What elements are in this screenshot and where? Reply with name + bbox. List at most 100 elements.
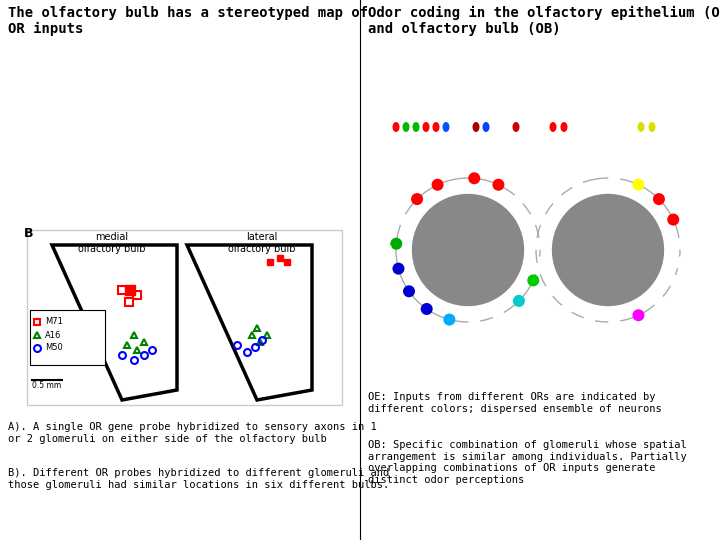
Point: [117, 109, 129, 117]
Point: [83, 192, 94, 200]
Point: [276, 154, 288, 163]
Point: [77, 64, 89, 73]
Point: [330, 117, 342, 126]
Point: [126, 148, 138, 157]
Point: [266, 153, 277, 161]
Point: [169, 160, 181, 169]
Point: [113, 72, 125, 80]
Point: [62, 173, 73, 182]
Ellipse shape: [632, 179, 644, 191]
Point: [316, 99, 328, 107]
Point: [76, 188, 88, 197]
Point: [150, 58, 161, 66]
Point: [57, 104, 68, 112]
Point: [230, 171, 242, 179]
Point: [172, 84, 184, 92]
Point: [250, 193, 261, 201]
Point: [24, 193, 36, 202]
Point: [283, 199, 294, 207]
Ellipse shape: [667, 274, 679, 286]
Point: [330, 141, 341, 150]
Point: [71, 139, 82, 147]
Point: [35, 175, 47, 184]
Point: [255, 134, 266, 143]
Point: [309, 167, 320, 176]
Ellipse shape: [492, 122, 500, 132]
Point: [302, 167, 313, 176]
Point: [101, 159, 112, 167]
Point: [37, 64, 48, 72]
Point: [161, 151, 173, 159]
Point: [58, 94, 69, 103]
Point: [104, 73, 116, 82]
Point: [208, 58, 220, 66]
Point: [186, 97, 198, 105]
Ellipse shape: [605, 122, 611, 132]
Ellipse shape: [674, 238, 685, 249]
Point: [76, 93, 87, 102]
Point: [76, 107, 87, 116]
Point: [213, 130, 225, 139]
Point: [99, 126, 111, 135]
Point: [287, 124, 299, 133]
Point: [156, 153, 167, 162]
Point: [264, 78, 275, 87]
Point: [110, 156, 122, 165]
Point: [164, 133, 176, 141]
Point: [45, 82, 57, 90]
Ellipse shape: [673, 256, 685, 268]
Point: [53, 77, 64, 86]
Point: [301, 68, 312, 77]
Point: [266, 136, 277, 144]
Point: [186, 194, 197, 203]
Point: [202, 63, 214, 72]
Bar: [30, 310, 105, 365]
Point: [125, 182, 136, 191]
Point: [318, 94, 330, 103]
Text: OE: Inputs from different ORs are indicated by
different colors; dispersed ensem: OE: Inputs from different ORs are indica…: [368, 392, 662, 414]
Text: B: B: [24, 227, 34, 240]
Point: [43, 133, 55, 141]
Point: [53, 57, 64, 66]
Ellipse shape: [593, 122, 600, 132]
Point: [45, 71, 56, 80]
Point: [246, 172, 258, 181]
Ellipse shape: [402, 122, 410, 132]
Point: [156, 206, 168, 215]
Point: [91, 200, 102, 208]
Ellipse shape: [653, 295, 665, 307]
Point: [221, 129, 233, 137]
Point: [112, 119, 123, 127]
Ellipse shape: [626, 122, 634, 132]
Point: [224, 177, 235, 186]
Point: [135, 112, 147, 120]
Text: The olfactory bulb has a stereotyped map of
OR inputs: The olfactory bulb has a stereotyped map…: [8, 6, 368, 36]
Point: [176, 127, 188, 136]
Point: [272, 131, 284, 139]
Ellipse shape: [462, 122, 469, 132]
Point: [157, 151, 168, 159]
Point: [160, 210, 171, 218]
Ellipse shape: [637, 122, 644, 132]
Point: [186, 71, 198, 80]
Ellipse shape: [561, 303, 572, 315]
Point: [279, 69, 290, 77]
Point: [32, 149, 43, 158]
Point: [302, 56, 313, 64]
Point: [278, 62, 289, 70]
Point: [139, 194, 150, 203]
Point: [325, 166, 336, 174]
Point: [258, 141, 269, 150]
Point: [143, 72, 154, 80]
Ellipse shape: [390, 238, 402, 249]
Point: [88, 68, 99, 77]
Ellipse shape: [527, 214, 539, 226]
Point: [163, 136, 175, 144]
Point: [315, 96, 327, 105]
Point: [186, 82, 198, 90]
Point: [312, 138, 324, 146]
Point: [320, 160, 332, 168]
Point: [260, 73, 271, 82]
Ellipse shape: [527, 274, 539, 286]
Ellipse shape: [572, 179, 584, 191]
